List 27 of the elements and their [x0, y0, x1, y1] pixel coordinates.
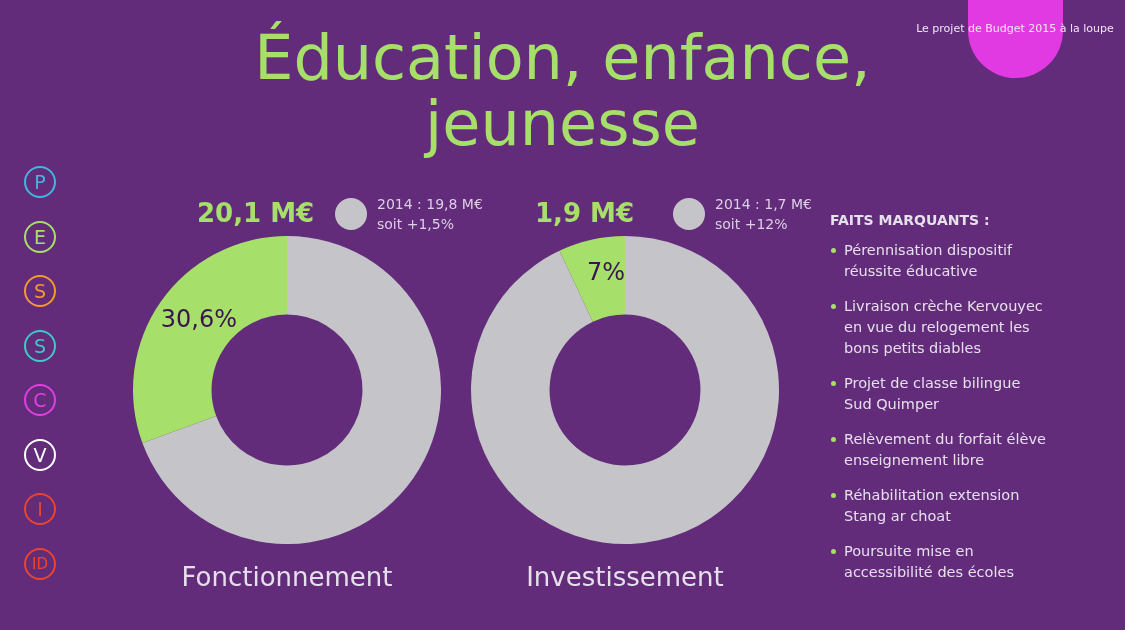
text: P — [24, 166, 56, 198]
text: Fonctionnement — [180, 562, 394, 592]
chart-title: 1,9 M€ — [535, 198, 635, 228]
text: Relèvement du forfait élève enseignement libre — [844, 430, 1047, 470]
text: E — [24, 220, 56, 253]
text: S — [24, 275, 56, 307]
text: Investissement — [525, 562, 725, 592]
data-label: 30,6% — [160, 304, 238, 333]
text: Pérennisation dispositif réussite éducative — [844, 241, 1014, 281]
text: Poursuite mise en accessibilité des écoles — [844, 542, 1015, 582]
text: Éducation, enfance, jeunesse — [254, 21, 871, 160]
text: Réhabilitation extension Stang ar choat — [844, 486, 1021, 526]
chart-title: 20,1 M€ — [197, 198, 315, 228]
text: soit +1,5% — [377, 215, 455, 234]
text: ID — [24, 547, 56, 580]
text: 2014 : 19,8 M€ — [377, 195, 483, 214]
text: S — [24, 329, 56, 362]
text: 2014 : 1,7 M€ — [715, 195, 812, 214]
data-label: 7% — [586, 258, 626, 287]
text: Projet de classe bilingue Sud Quimper — [844, 374, 1022, 414]
text: soit +12% — [715, 215, 789, 234]
text: C — [24, 384, 56, 416]
text: V — [24, 438, 56, 471]
text: Le projet de Budget 2015 à la loupe — [915, 22, 1115, 35]
text: Livraison crèche Kervouyec en vue du relogement les bons petits diables — [844, 297, 1044, 358]
text: I — [24, 493, 56, 525]
text: FAITS MARQUANTS : — [830, 212, 991, 228]
